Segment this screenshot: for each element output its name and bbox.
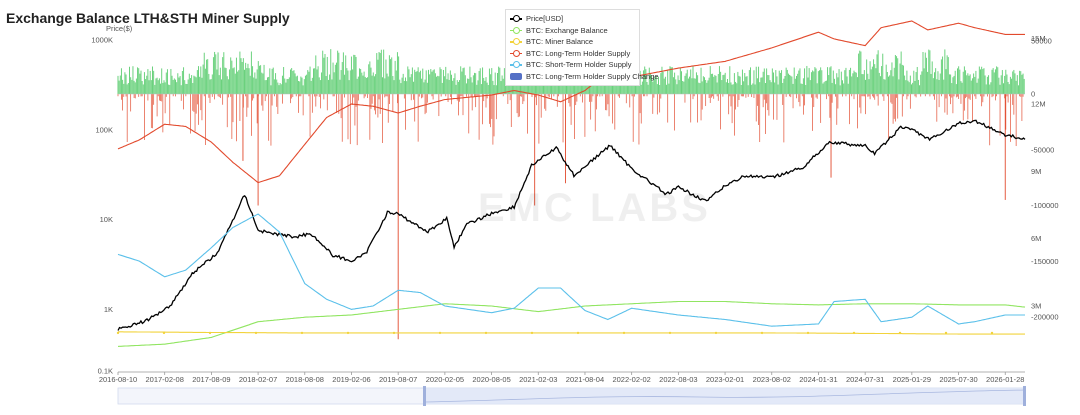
- legend-marker: [510, 49, 522, 57]
- date-range-slider[interactable]: [117, 386, 1026, 406]
- series-marker: [530, 331, 534, 335]
- series-marker: [392, 331, 396, 335]
- series-marker: [622, 331, 626, 335]
- series-line: [118, 331, 1025, 335]
- series-line: [117, 119, 1026, 331]
- change-tick-label: -100000: [1031, 201, 1059, 210]
- chart-title: Exchange Balance LTH&STH Miner Supply: [6, 10, 290, 26]
- legend-label: BTC: Long-Term Holder Supply: [526, 48, 631, 58]
- x-tick-label: 2020-08-05: [472, 375, 510, 384]
- axes: 0.1K 1K 10K 100K 1000K Price($) 3M 6M 9M 12M 15M -2…: [91, 24, 1058, 384]
- series-marker: [484, 331, 488, 335]
- x-tick-label: 2024-01-31: [799, 375, 837, 384]
- series-line: [117, 300, 1026, 347]
- series-marker: [806, 331, 810, 335]
- series-line: [117, 213, 1025, 327]
- legend-item[interactable]: BTC: Exchange Balance: [510, 25, 635, 37]
- legend-label: BTC: Short-Term Holder Supply: [526, 60, 632, 70]
- x-tick-label: 2018-08-08: [286, 375, 324, 384]
- x-tick-label: 2022-08-03: [659, 375, 697, 384]
- legend-marker: [510, 72, 522, 80]
- x-tick-label: 2021-02-03: [519, 375, 557, 384]
- legend: Price[USD] BTC: Exchange Balance BTC: Mine…: [505, 9, 659, 86]
- x-tick-label: 2019-02-06: [332, 375, 370, 384]
- x-tick-label: 2026-01-28: [986, 375, 1024, 384]
- x-tick-label: 2018-02-07: [239, 375, 277, 384]
- series-marker: [208, 331, 212, 335]
- slider-handle-left[interactable]: [423, 386, 426, 406]
- price-tick-label: 10K: [100, 215, 113, 224]
- supply-tick-label: 9M: [1031, 167, 1041, 176]
- series-marker: [990, 331, 994, 335]
- series-marker: [760, 331, 764, 335]
- series-marker: [254, 331, 258, 335]
- legend-label: Price[USD]: [526, 14, 564, 24]
- price-tick-label: 100K: [95, 125, 113, 134]
- x-tick-label: 2025-07-30: [939, 375, 977, 384]
- x-tick-label: 2021-08-04: [566, 375, 604, 384]
- x-tick-label: 2019-08-07: [379, 375, 417, 384]
- legend-label: BTC: Miner Balance: [526, 37, 594, 47]
- x-tick-label: 2023-08-02: [753, 375, 791, 384]
- series-marker: [944, 331, 948, 335]
- supply-tick-label: 3M: [1031, 302, 1041, 311]
- legend-item[interactable]: BTC: Long-Term Holder Supply Change: [510, 71, 659, 83]
- series-marker: [576, 331, 580, 335]
- supply-tick-label: 6M: [1031, 234, 1041, 243]
- slider-handle-right[interactable]: [1023, 386, 1026, 406]
- change-tick-label: -200000: [1031, 313, 1059, 322]
- ltx-supply-change-bars: [117, 49, 1025, 340]
- price-tick-label: 0.1K: [98, 367, 113, 376]
- x-tick-label: 2023-02-01: [706, 375, 744, 384]
- legend-marker: [510, 61, 522, 69]
- x-tick-label: 2017-02-08: [146, 375, 184, 384]
- supply-tick-label: 12M: [1031, 100, 1046, 109]
- series-marker: [438, 331, 442, 335]
- legend-item[interactable]: BTC: Miner Balance: [510, 36, 635, 48]
- price-tick-label: 1K: [104, 305, 113, 314]
- legend-marker: [510, 15, 522, 23]
- series-marker: [668, 331, 672, 335]
- x-tick-label: 2020-02-05: [426, 375, 464, 384]
- series-marker: [898, 331, 902, 335]
- x-tick-label: 2024-07-31: [846, 375, 884, 384]
- series-lines: [116, 20, 1026, 347]
- legend-marker: [510, 26, 522, 34]
- series-marker: [346, 331, 350, 335]
- price-axis-label: Price($): [106, 24, 133, 33]
- change-tick-label: -150000: [1031, 257, 1059, 266]
- x-tick-label: 2025-01-29: [893, 375, 931, 384]
- series-marker: [852, 331, 856, 335]
- x-tick-label: 2016-08-10: [99, 375, 137, 384]
- legend-item[interactable]: BTC: Short-Term Holder Supply: [510, 59, 635, 71]
- series-marker: [300, 331, 304, 335]
- legend-marker: [510, 38, 522, 46]
- legend-item[interactable]: BTC: Long-Term Holder Supply: [510, 48, 635, 60]
- price-tick-label: 1000K: [91, 36, 113, 45]
- slider-window[interactable]: [425, 388, 1025, 404]
- supply-tick-label: 15M: [1031, 34, 1046, 43]
- series-marker: [714, 331, 718, 335]
- x-tick-label: 2022-02-02: [612, 375, 650, 384]
- series-marker: [116, 331, 120, 335]
- x-tick-label: 2017-08-09: [192, 375, 230, 384]
- legend-label: BTC: Exchange Balance: [526, 25, 608, 35]
- watermark: EMC LABS: [478, 186, 711, 230]
- legend-item[interactable]: Price[USD]: [510, 13, 635, 25]
- change-tick-label: -50000: [1031, 145, 1054, 154]
- series-marker: [162, 331, 166, 335]
- change-tick-label: 50000: [1031, 37, 1052, 46]
- change-tick-label: 0: [1031, 90, 1035, 99]
- series-line: [117, 20, 1025, 184]
- legend-label: BTC: Long-Term Holder Supply Change: [526, 71, 659, 81]
